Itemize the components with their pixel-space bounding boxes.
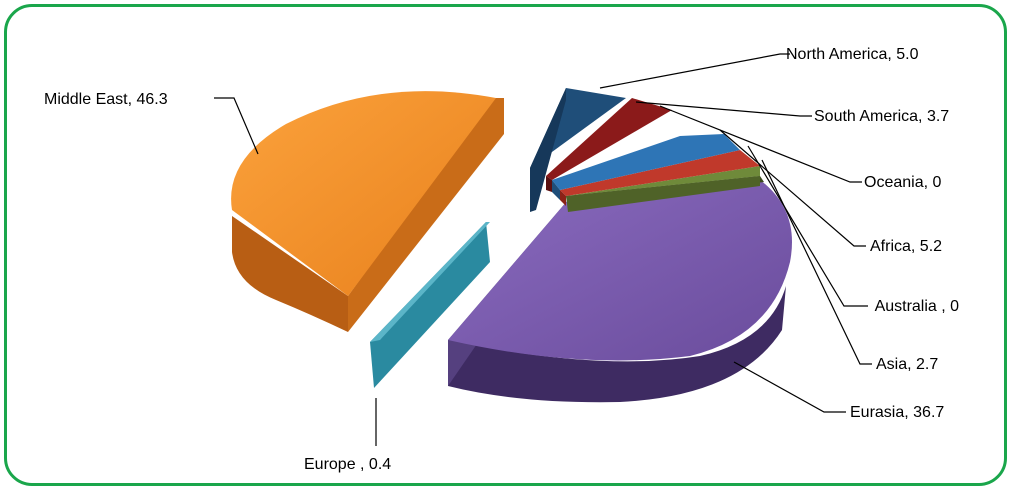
label-australia: Australia , 0 (871, 298, 959, 315)
slice-eurasia (448, 180, 792, 403)
slice-south-america (546, 98, 672, 192)
leader-africa (719, 129, 866, 247)
slice-middle-east (231, 91, 504, 332)
leader-north-america (599, 53, 790, 89)
leader-eurasia (733, 361, 846, 413)
label-eurasia: Eurasia, 36.7 (850, 404, 944, 421)
label-asia: Asia, 2.7 (876, 356, 938, 373)
leader-asia (761, 159, 872, 365)
leader-australia (747, 145, 868, 307)
label-europe: Europe , 0.4 (304, 456, 391, 473)
leader-lines (214, 53, 872, 446)
label-middle-east: Middle East, 46.3 (44, 91, 168, 108)
label-africa: Africa, 5.2 (870, 238, 942, 255)
leader-oceania (659, 105, 862, 183)
leader-middle-east (214, 97, 259, 155)
label-north-america: North America, 5.0 (786, 46, 919, 63)
label-south-america: South America, 3.7 (814, 108, 949, 125)
slice-europe (370, 222, 490, 388)
slice-africa (560, 150, 760, 206)
slice-north-america (530, 88, 626, 212)
slice-oceania (552, 134, 740, 200)
leader-south-america (635, 101, 812, 117)
chart-frame (4, 4, 1007, 486)
label-oceania: Oceania, 0 (864, 174, 941, 191)
